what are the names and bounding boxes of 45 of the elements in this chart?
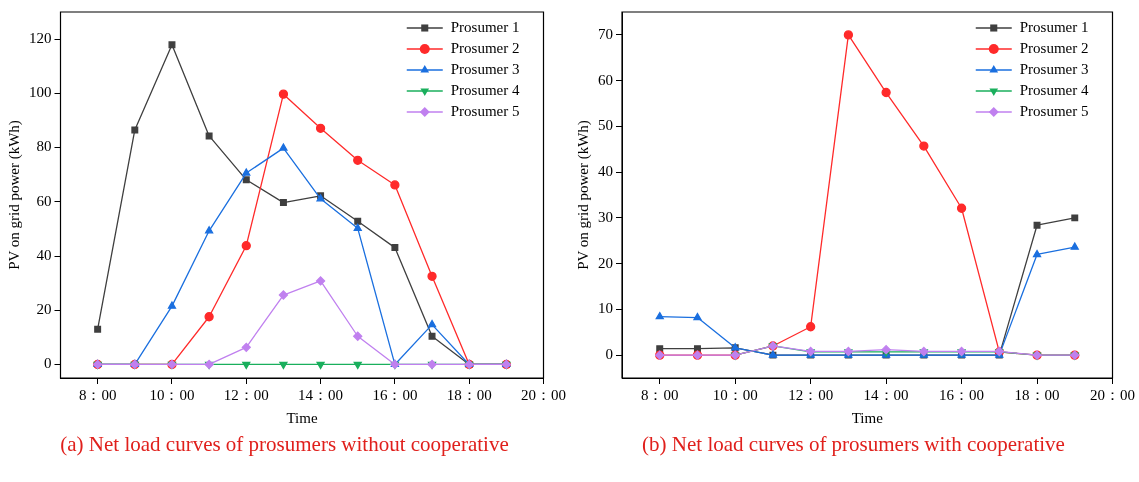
y-tick-label: 100 [29, 84, 52, 101]
x-tick-label: 18：00 [446, 386, 492, 403]
x-tick-label: 14：00 [863, 386, 909, 403]
y-tick-label: 0 [605, 346, 613, 363]
legend-label: Prosumer 5 [1019, 102, 1089, 119]
y-tick-label: 50 [598, 117, 613, 134]
y-axis-title: PV on grid power (kWh) [574, 120, 592, 270]
x-tick-label: 20：00 [1090, 386, 1135, 403]
x-tick-label: 18：00 [1014, 386, 1060, 403]
legend-label: Prosumer 3 [450, 60, 520, 77]
legend-label: Prosumer 4 [1019, 81, 1089, 98]
y-tick-label: 120 [29, 30, 52, 47]
legend-label: Prosumer 1 [450, 18, 520, 35]
legend-label: Prosumer 5 [450, 102, 520, 119]
legend-label: Prosumer 2 [1019, 39, 1089, 56]
x-axis-title: Time [286, 409, 318, 426]
x-axis-title: Time [851, 409, 884, 426]
legend-label: Prosumer 1 [1019, 18, 1089, 35]
y-tick-label: 80 [36, 138, 52, 155]
y-tick-label: 20 [36, 301, 52, 318]
y-axis-title: PV on grid power (kWh) [5, 120, 23, 270]
y-tick-label: 10 [598, 300, 613, 317]
x-tick-label: 16：00 [939, 386, 985, 403]
y-tick-label: 70 [598, 25, 613, 42]
text: (a) Net load curves of prosumers without cooperative [59, 432, 510, 457]
legend-label: Prosumer 4 [450, 81, 520, 98]
y-tick-label: 20 [598, 254, 613, 271]
y-tick-label: 30 [598, 208, 613, 225]
x-tick-label: 12：00 [223, 386, 269, 403]
y-tick-label: 0 [44, 355, 52, 372]
y-tick-label: 40 [598, 163, 613, 180]
x-tick-label: 10：00 [712, 386, 758, 403]
y-tick-label: 60 [598, 71, 613, 88]
x-tick-label: 8：00 [78, 386, 117, 403]
x-tick-label: 10：00 [149, 386, 195, 403]
y-tick-label: 60 [36, 192, 52, 209]
x-tick-label: 12：00 [788, 386, 834, 403]
legend-label: Prosumer 2 [450, 39, 520, 56]
x-tick-label: 8：00 [640, 386, 679, 403]
x-tick-label: 14：00 [298, 386, 344, 403]
x-tick-label: 16：00 [372, 386, 418, 403]
x-tick-label: 20：00 [521, 386, 566, 403]
legend-label: Prosumer 3 [1019, 60, 1089, 77]
y-tick-label: 40 [36, 246, 52, 263]
text: (b) Net load curves of prosumers with cooperative [641, 432, 1066, 457]
